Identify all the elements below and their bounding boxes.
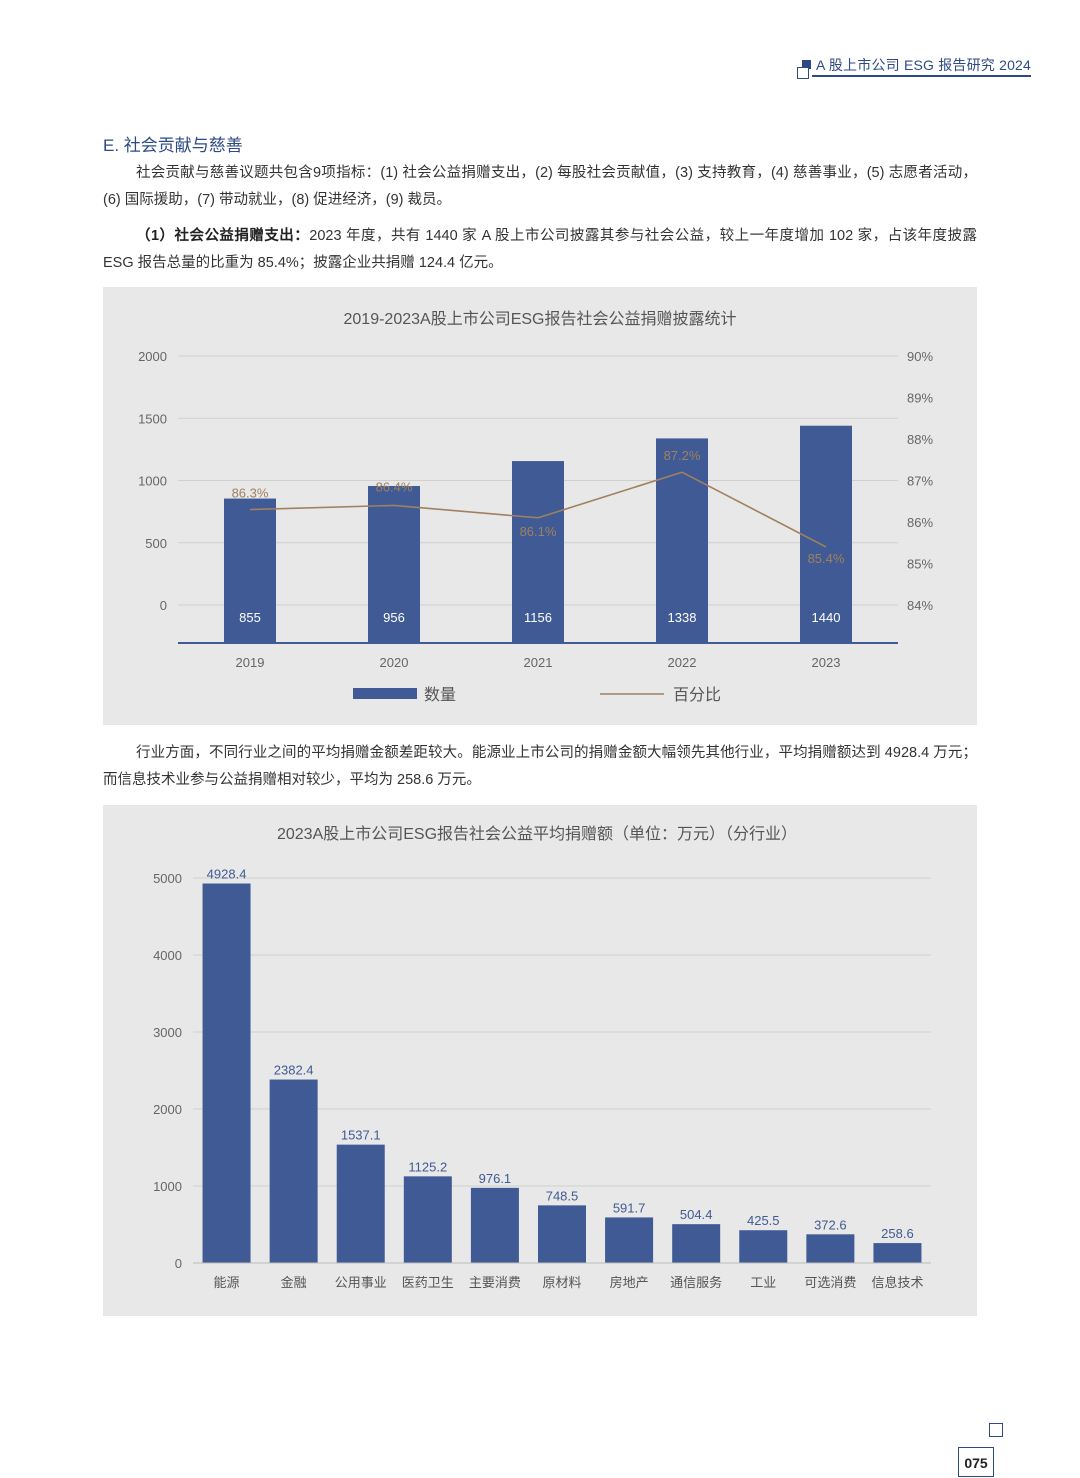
y-tick-label-right: 84% [907,598,933,613]
bar-value-label: 1125.2 [408,1159,447,1174]
y-tick-label-right: 86% [907,515,933,530]
x-tick-label: 可选消费 [804,1275,856,1290]
line-value-label: 86.4% [376,479,413,494]
bar [224,498,276,643]
bar-value-label: 1440 [812,610,841,625]
bar-value-label: 2382.4 [274,1063,314,1078]
line-value-label: 86.3% [232,486,269,501]
y-tick-label: 2000 [153,1102,182,1117]
legend-label-bar: 数量 [424,686,456,704]
bar [269,1079,318,1263]
y-tick-label-right: 90% [907,349,933,364]
bar [672,1224,721,1263]
page-number-decoration [989,1423,1003,1437]
bar-value-label: 372.6 [814,1217,847,1232]
industry-chart: 2023A股上市公司ESG报告社会公益平均捐赠额（单位：万元）（分行业） 0 100… [153,825,931,1290]
x-tick-label: 原材料 [542,1275,581,1290]
bar [800,425,852,643]
bar [538,1205,586,1263]
bar [368,485,420,643]
line-value-label: 85.4% [808,551,845,566]
bar-value-label: 1338 [668,610,697,625]
y-tick-label: 0 [175,1256,182,1271]
bar-value-label: 855 [239,610,261,625]
bar [739,1230,788,1263]
x-tick-label: 2023 [812,655,841,670]
percent-line [249,471,827,548]
y-tick-label-left: 0 [160,598,167,613]
bar [336,1144,385,1263]
header-decoration [797,60,811,79]
x-tick-label: 医药卫生 [402,1275,454,1290]
intro-paragraph: 社会贡献与慈善议题共包含9项指标：(1) 社会公益捐赠支出，(2) 每股社会贡献… [103,165,977,208]
bar-value-label: 425.5 [747,1213,780,1228]
line-value-label: 87.2% [664,448,701,463]
bar-value-label: 591.7 [613,1200,646,1215]
y-tick-label-right: 85% [907,557,933,572]
disclosure-chart: 2019-2023A股上市公司ESG报告社会公益捐赠披露统计 0 500 1000 15… [138,310,933,704]
donation-paragraph: （1）社会公益捐赠支出：2023 年度，共有 1440 家 A 股上市公司披露其… [103,223,977,277]
bar [605,1217,654,1263]
x-tick-label: 主要消费 [469,1275,521,1290]
x-tick-label: 2021 [524,655,553,670]
bar [470,1187,519,1263]
line-value-label: 86.1% [520,524,557,539]
bar [403,1176,452,1263]
x-tick-label: 金融 [281,1275,307,1290]
x-tick-label: 工业 [750,1275,776,1290]
page-number: 075 [958,1447,994,1477]
industry-paragraph: 行业方面，不同行业之间的平均捐赠金额差距较大。能源业上市公司的捐赠金额大幅领先其… [103,745,977,788]
header-rule [812,75,1031,77]
y-tick-label-right: 87% [907,474,933,489]
y-tick-label-left: 1500 [138,411,167,426]
bar [806,1234,855,1263]
x-tick-label: 通信服务 [670,1275,722,1290]
bar-value-label: 1156 [524,610,552,625]
running-header: A 股上市公司 ESG 报告研究 2024 [816,57,1032,73]
y-tick-label-left: 1000 [138,474,167,489]
bar-value-label: 1537.1 [341,1128,381,1143]
x-tick-label: 2020 [380,655,409,670]
industry-chart-panel: 2023A股上市公司ESG报告社会公益平均捐赠额（单位：万元）（分行业） 0 100… [103,805,977,1316]
x-tick-label: 公用事业 [335,1275,387,1290]
y-tick-label-left: 500 [145,536,167,551]
bar-value-label: 976.1 [479,1171,512,1186]
chart-title: 2023A股上市公司ESG报告社会公益平均捐赠额（单位：万元）（分行业） [277,825,797,843]
y-tick-label-right: 88% [907,432,933,447]
y-tick-label: 1000 [153,1179,182,1194]
y-tick-label: 3000 [153,1025,182,1040]
y-tick-label-left: 2000 [138,349,167,364]
bar-value-label: 748.5 [546,1188,579,1203]
legend-swatch-bar [353,688,417,699]
x-tick-label: 信息技术 [871,1275,923,1290]
x-tick-label: 能源 [214,1275,240,1290]
donation-lead: （1）社会公益捐赠支出： [136,228,310,244]
bar-value-label: 4928.4 [207,867,247,882]
bar-value-label: 258.6 [881,1226,914,1241]
x-tick-label: 房地产 [610,1275,649,1290]
y-tick-label-right: 89% [907,391,933,406]
x-tick-label: 2022 [668,655,697,670]
bar [873,1243,922,1263]
bar [202,883,251,1263]
y-tick-label: 4000 [153,948,182,963]
legend-label-line: 百分比 [673,686,721,704]
bar-value-label: 956 [383,610,405,625]
y-tick-label: 5000 [153,871,182,886]
section-title: E. 社会贡献与慈善 [103,136,243,155]
bar-value-label: 504.4 [680,1207,713,1222]
x-tick-label: 2019 [236,655,265,670]
chart-title: 2019-2023A股上市公司ESG报告社会公益捐赠披露统计 [344,310,737,328]
disclosure-chart-panel: 2019-2023A股上市公司ESG报告社会公益捐赠披露统计 0 500 1000 15… [103,287,977,725]
bar [512,461,564,643]
donation-body: 2023 年度，共有 1440 家 A 股上市公司披露其参与社会公益，较上一年度… [103,228,977,271]
